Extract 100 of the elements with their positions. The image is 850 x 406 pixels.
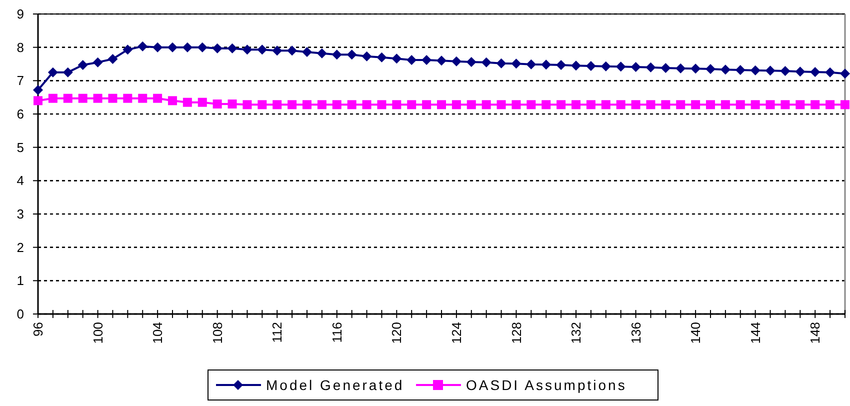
point bbox=[62, 67, 73, 78]
point bbox=[63, 94, 72, 103]
x-tick-label: 136 bbox=[628, 322, 644, 344]
point bbox=[257, 44, 268, 55]
point bbox=[720, 100, 730, 110]
x-tick-label: 96 bbox=[30, 322, 46, 336]
point bbox=[228, 100, 237, 108]
point bbox=[108, 54, 118, 64]
x-tick-label: 128 bbox=[508, 322, 524, 344]
point bbox=[810, 100, 820, 110]
point bbox=[48, 67, 58, 78]
point bbox=[108, 94, 118, 103]
y-tick-label: 1 bbox=[16, 273, 24, 288]
point bbox=[33, 85, 43, 95]
point bbox=[452, 100, 461, 110]
point bbox=[48, 94, 58, 103]
x-tick-label: 112 bbox=[270, 322, 285, 343]
point bbox=[466, 57, 476, 67]
point bbox=[691, 100, 700, 110]
point bbox=[346, 50, 357, 60]
point bbox=[496, 100, 506, 110]
point bbox=[706, 100, 715, 110]
point bbox=[765, 66, 776, 76]
point bbox=[168, 42, 178, 52]
point bbox=[422, 100, 432, 110]
point bbox=[242, 44, 252, 55]
point bbox=[227, 43, 238, 54]
point bbox=[481, 57, 492, 68]
point bbox=[826, 100, 835, 110]
point bbox=[810, 67, 820, 77]
point bbox=[93, 94, 102, 103]
point bbox=[212, 100, 222, 108]
point bbox=[272, 100, 282, 110]
point bbox=[287, 46, 298, 56]
point bbox=[586, 61, 596, 71]
point bbox=[780, 66, 790, 76]
point bbox=[406, 55, 417, 65]
point bbox=[302, 100, 312, 110]
point bbox=[511, 58, 522, 69]
point bbox=[288, 100, 297, 110]
point bbox=[706, 64, 716, 74]
y-tick-label: 4 bbox=[16, 173, 24, 188]
point bbox=[556, 100, 566, 110]
point bbox=[676, 100, 686, 110]
point bbox=[690, 64, 701, 74]
point bbox=[347, 100, 356, 110]
point bbox=[556, 60, 566, 70]
y-tick-label: 2 bbox=[16, 240, 24, 255]
x-tick-label: 120 bbox=[389, 322, 404, 344]
point bbox=[152, 42, 163, 52]
point bbox=[138, 94, 148, 103]
point bbox=[182, 98, 192, 107]
point bbox=[572, 100, 580, 110]
point bbox=[78, 94, 88, 103]
legend-label: OASDI Assumptions bbox=[466, 376, 627, 393]
point bbox=[720, 64, 730, 75]
point bbox=[212, 43, 222, 54]
point bbox=[526, 100, 536, 110]
point bbox=[376, 52, 387, 62]
point bbox=[316, 48, 327, 58]
point bbox=[796, 100, 805, 110]
point bbox=[332, 100, 342, 110]
y-tick-label: 3 bbox=[16, 206, 24, 222]
point bbox=[407, 100, 416, 110]
x-tick-label: 104 bbox=[150, 322, 166, 344]
point bbox=[660, 63, 671, 73]
x-tick-label: 132 bbox=[568, 322, 584, 344]
point bbox=[661, 100, 670, 110]
point bbox=[512, 100, 521, 110]
point bbox=[317, 100, 326, 110]
point bbox=[542, 100, 551, 110]
point bbox=[332, 50, 342, 60]
point bbox=[377, 100, 386, 110]
point bbox=[198, 98, 207, 107]
y-tick-label: 5 bbox=[16, 140, 24, 155]
point bbox=[168, 96, 177, 106]
x-tick-label: 124 bbox=[448, 322, 464, 344]
point bbox=[676, 63, 686, 74]
point bbox=[362, 100, 372, 110]
x-tick-label: 140 bbox=[688, 322, 704, 344]
y-tick-label: 9 bbox=[16, 6, 24, 22]
point bbox=[392, 54, 402, 64]
point bbox=[825, 67, 836, 78]
point bbox=[646, 62, 656, 72]
point bbox=[840, 100, 850, 110]
point bbox=[362, 51, 372, 62]
x-tick-label: 148 bbox=[808, 322, 823, 344]
point bbox=[616, 100, 626, 110]
point bbox=[750, 65, 760, 76]
point bbox=[840, 68, 850, 79]
x-tick-label: 144 bbox=[748, 322, 763, 344]
y-tick-label: 0 bbox=[16, 306, 24, 322]
point bbox=[526, 59, 536, 70]
point bbox=[750, 100, 760, 110]
point bbox=[646, 100, 656, 110]
point bbox=[272, 46, 282, 56]
point bbox=[451, 56, 462, 66]
point bbox=[766, 100, 775, 110]
point bbox=[78, 60, 88, 70]
point bbox=[34, 96, 42, 106]
